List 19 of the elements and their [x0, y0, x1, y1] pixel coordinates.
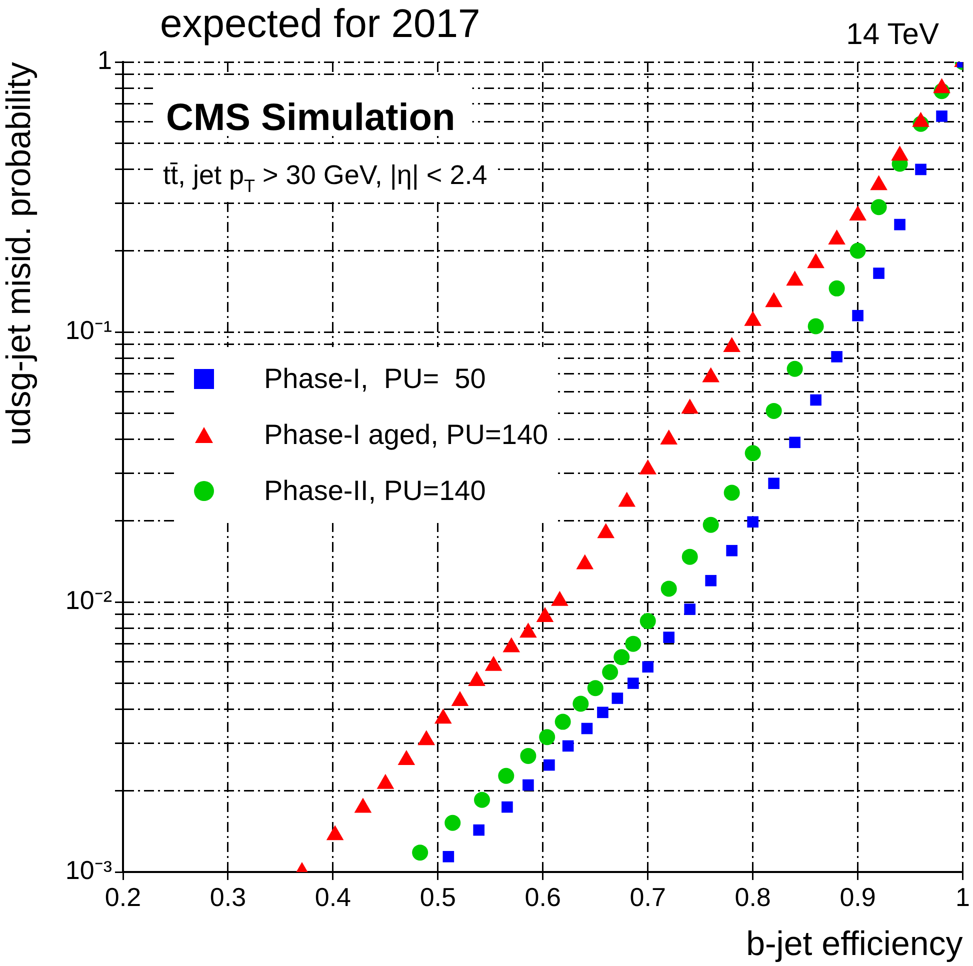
x-tick-label: 1	[956, 882, 970, 912]
legend-label: Phase-I aged, PU=140	[264, 419, 548, 451]
text: 14 TeV	[846, 18, 939, 51]
x-tick-label: 0.8	[734, 882, 771, 912]
text: CMS Simulation	[166, 97, 456, 139]
x-tick-label: 0.5	[420, 882, 456, 912]
y-tick-label: 1	[98, 45, 112, 76]
y-axis-title: udsg-jet misid. probability	[0, 62, 38, 446]
legend-label: Phase-I, PU= 50	[264, 363, 486, 395]
x-tick-label: 0.7	[630, 882, 666, 912]
x-tick-label: 0.6	[524, 882, 561, 912]
x-tick-label: 0.9	[840, 882, 876, 912]
y-tick-label: 10⁻²	[65, 585, 112, 616]
legend-label: Phase-II, PU=140	[264, 475, 486, 507]
x-tick-label: 0.4	[314, 882, 352, 912]
y-tick-label: 10⁻¹	[65, 315, 112, 346]
x-tick-label: 0.3	[210, 882, 246, 912]
text: expected for 2017	[160, 2, 480, 46]
x-axis-title: b-jet efficiency	[746, 924, 963, 963]
